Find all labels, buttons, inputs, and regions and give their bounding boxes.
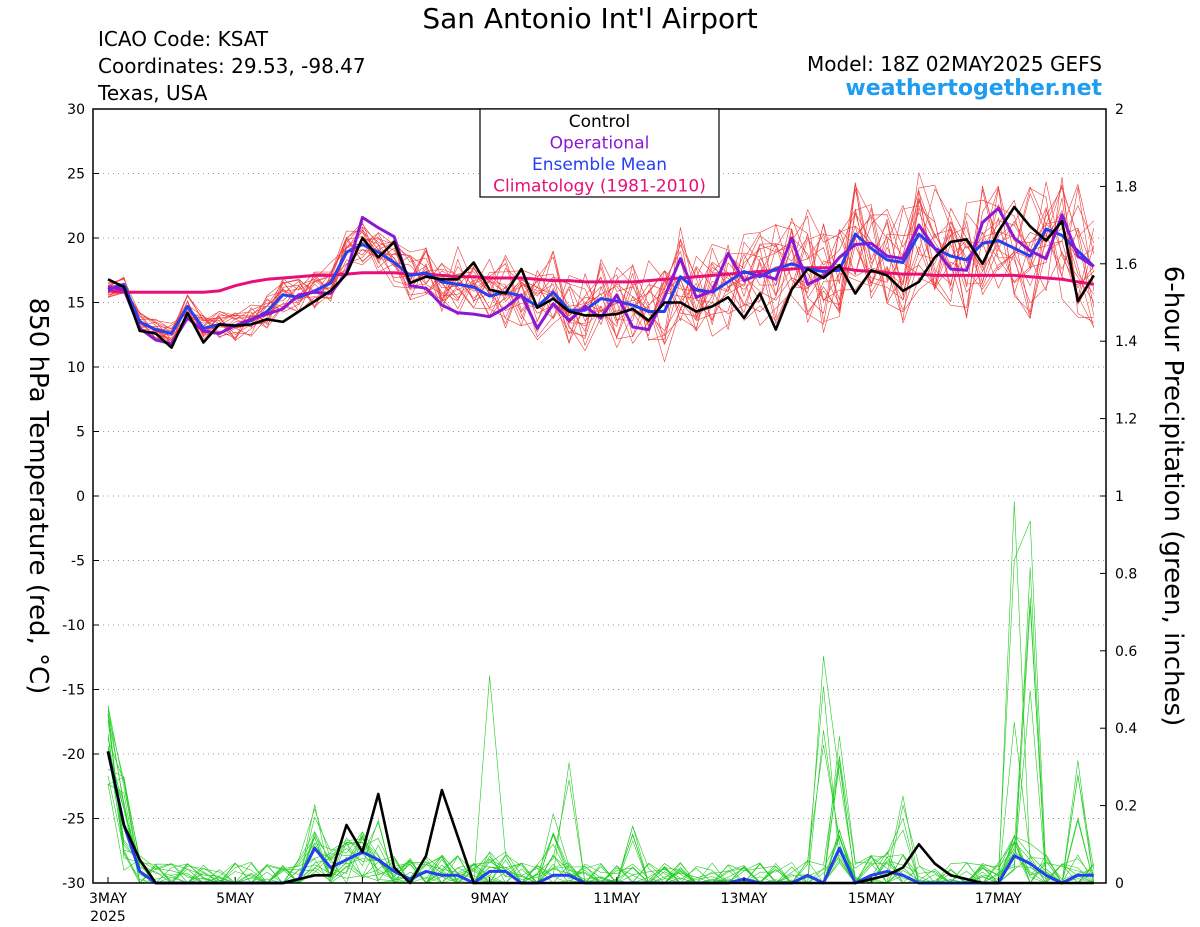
y-axis-label: 850 hPa Temperature (red, °C) [23,298,53,695]
temperature-member-line [107,176,1094,340]
icao-code-text: ICAO Code: KSAT [98,27,269,51]
x-tick-label: 17MAY [975,891,1022,907]
plot-frame [92,108,1107,884]
precip-member-line [107,744,1095,884]
precip-member-line [107,746,1094,884]
precip-member-line [107,675,1094,884]
y2-tick-label: 1.6 [1115,257,1137,273]
precip-member-line [107,714,1094,884]
precip-member-line [107,597,1095,884]
y-tick-label: 0 [76,489,85,505]
precip-member-line [107,720,1095,884]
precip-member-line [107,768,1095,884]
precip-member-line [107,714,1094,884]
y-tick-label: -25 [62,812,85,828]
y2-tick-label: 0.8 [1115,566,1137,582]
model-run-text: Model: 18Z 02MAY2025 GEFS [807,52,1102,76]
precip-member-line [107,690,1095,884]
precip-member-line [107,656,1095,884]
legend-entry: Ensemble Mean [532,155,667,175]
y-tick-label: -10 [62,618,85,634]
y2-axis-label: 6-hour Precipitation (green, inches) [1158,266,1188,726]
climatology-line [107,266,1095,294]
legend-entry: Operational [550,134,650,154]
y-tick-label: 30 [67,102,85,118]
temperature-member-line [107,172,1094,344]
temperature-member-line [107,184,1095,346]
y-tick-label: -20 [62,747,85,763]
y2-tick-label: 0.4 [1115,721,1137,737]
x-tick-sublabel: 2025 [90,909,126,925]
x-tick-label: 9MAY [471,891,509,907]
x-tick-label: 7MAY [343,891,381,907]
precip-member-line [107,686,1095,884]
y2-tick-label: 0.6 [1115,644,1137,660]
y2-tick-label: 2 [1115,102,1124,118]
precip-member-line [107,567,1095,884]
x-tick-label: 5MAY [216,891,254,907]
x-tick-label: 3MAY [89,891,127,907]
ensemble-mean-temp-line [107,227,1095,335]
location-text: Texas, USA [98,81,208,105]
chart-title: San Antonio Int'l Airport [422,2,758,35]
control-temp-line [107,205,1095,349]
x-tick-label: 11MAY [593,891,640,907]
y-tick-label: -15 [62,683,85,699]
precip-member-line [107,520,1095,884]
temperature-member-line [107,204,1095,344]
y2-tick-label: 0.2 [1115,799,1137,815]
y2-tick-label: 1.4 [1115,334,1137,350]
operational-temp-line [107,206,1095,346]
precip-member-line [107,715,1095,884]
y-tick-label: 10 [67,360,85,376]
coordinates-text: Coordinates: 29.53, -98.47 [98,54,366,78]
legend-box [479,108,720,198]
y2-tick-label: 1 [1115,489,1124,505]
temperature-member-line [107,182,1095,345]
x-tick-label: 15MAY [848,891,895,907]
temperature-member-line [107,197,1095,346]
y-tick-label: 20 [67,231,85,247]
y-tick-label: 15 [67,296,85,312]
ensemble-members-layer [107,172,1095,884]
axes-layer: 302520151050-5-10-15-20-25-3021.81.61.41… [62,102,1137,925]
y-tick-label: 25 [67,167,85,183]
y-tick-label: -5 [71,554,85,570]
y-tick-label: 5 [76,425,85,441]
site-watermark[interactable]: weathertogether.net [845,76,1102,101]
x-tick-label: 13MAY [721,891,768,907]
precip-member-line [107,730,1094,884]
legend-entry: Climatology (1981-2010) [493,177,706,197]
y2-tick-label: 1.8 [1115,179,1137,195]
y2-tick-label: 1.2 [1115,412,1137,428]
precip-member-line [107,501,1094,884]
legend-entry: Control [569,112,630,132]
precip-member-line [107,709,1094,884]
precip-member-line [107,606,1094,884]
y-tick-label: -30 [62,876,85,892]
y2-tick-label: 0 [1115,876,1124,892]
